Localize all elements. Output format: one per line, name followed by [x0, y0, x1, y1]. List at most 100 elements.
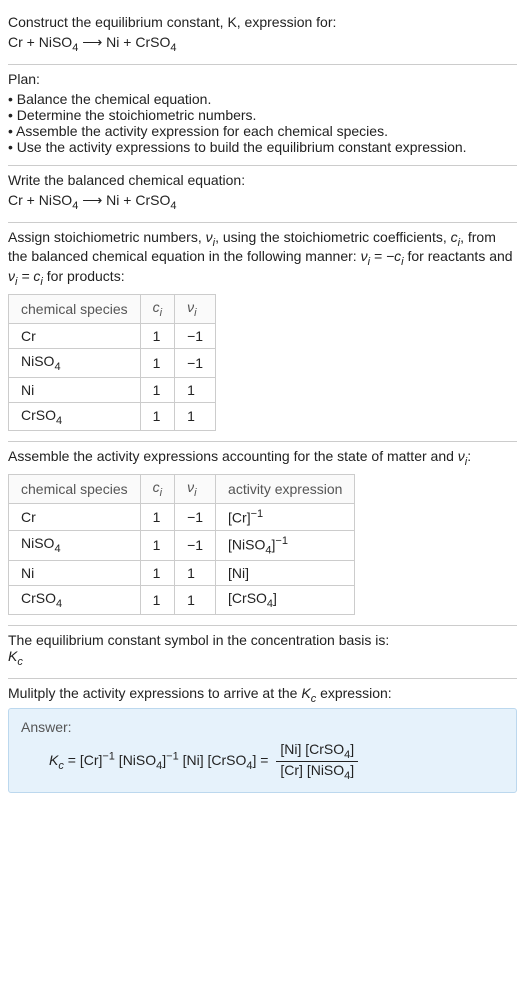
rel1: νi = −ci [361, 248, 404, 264]
cell: 1 [140, 586, 174, 615]
table-row: Ni 1 1 [Ni] [9, 561, 355, 586]
cell: 1 [140, 530, 174, 560]
th2ns: i [194, 487, 196, 499]
table-row: Ni11 [9, 377, 216, 402]
at1s: −1 [102, 751, 115, 763]
beq-arrow: ⟶ [82, 192, 106, 208]
numerator: [Ni] [CrSO4] [276, 741, 358, 762]
cell: 1 [140, 348, 174, 377]
intro-text: Construct the equilibrium constant, K, e… [8, 14, 336, 30]
cell: −1 [175, 503, 216, 530]
cell: [Ni] [216, 561, 355, 586]
stoich-table: chemical species ci νi Cr1−1 NiSO41−1 Ni… [8, 294, 216, 431]
as: −1 [251, 508, 264, 520]
st-a: Assign stoichiometric numbers, [8, 229, 206, 245]
cell: NiSO4 [9, 530, 141, 560]
balanced-section: Write the balanced chemical equation: Cr… [8, 166, 517, 223]
table-row: NiSO41−1 [9, 348, 216, 377]
activity-table: chemical species ci νi activity expressi… [8, 474, 355, 615]
cell: −1 [175, 530, 216, 560]
mul-b: expression: [316, 685, 391, 701]
ans-K: Kc [49, 752, 64, 768]
activity-text: Assemble the activity expressions accoun… [8, 448, 517, 468]
at2: [NiSO4] [115, 752, 166, 768]
th2n: ν [187, 479, 194, 495]
K: K [8, 648, 17, 664]
th-c: ci [140, 294, 174, 323]
cell: 1 [175, 586, 216, 615]
symbol-section: The equilibrium constant symbol in the c… [8, 626, 517, 679]
cell: CrSO4 [9, 402, 141, 431]
nu-i-2: νi [458, 448, 467, 464]
cell: 1 [175, 561, 216, 586]
multiply-section: Mulitply the activity expressions to arr… [8, 679, 517, 803]
cell: Cr [9, 503, 141, 530]
symbol-text: The equilibrium constant symbol in the c… [8, 632, 517, 648]
r2b: = c [17, 268, 40, 284]
answer-equation: Kc = [Cr]−1 [NiSO4]−1 [Ni] [CrSO4] = [Ni… [49, 741, 504, 782]
cell: Cr [9, 323, 141, 348]
th-c-txt: c [153, 299, 160, 315]
answer-label: Answer: [21, 719, 504, 735]
cell: Ni [9, 561, 141, 586]
nu-i: νi [206, 229, 215, 245]
intro-line: Construct the equilibrium constant, K, e… [8, 14, 517, 30]
st-b: , using the stoichiometric coefficients, [215, 229, 451, 245]
mul-a: Mulitply the activity expressions to arr… [8, 685, 301, 701]
plan-item: • Use the activity expressions to build … [8, 139, 517, 155]
cell: [NiSO4]−1 [216, 530, 355, 560]
cell: 1 [140, 323, 174, 348]
aeq: = [64, 752, 80, 768]
act-a: Assemble the activity expressions accoun… [8, 448, 458, 464]
stoich-section: Assign stoichiometric numbers, νi, using… [8, 223, 517, 443]
eqn-arrow: ⟶ [82, 34, 106, 50]
table-header-row: chemical species ci νi activity expressi… [9, 475, 355, 504]
c-i: ci [451, 229, 460, 245]
at3: [Ni] [CrSO4] = [179, 752, 273, 768]
sub-4a: 4 [72, 42, 78, 54]
eqn-right: Ni + CrSO [106, 34, 170, 50]
cell: [CrSO4] [216, 586, 355, 615]
nu2: ν [458, 448, 465, 464]
intro-equation: Cr + NiSO4 ⟶ Ni + CrSO4 [8, 34, 517, 54]
kc-symbol: Kc [8, 648, 517, 668]
table-row: NiSO4 1 −1 [NiSO4]−1 [9, 530, 355, 560]
st-d: for reactants and [404, 248, 513, 264]
th-species: chemical species [9, 294, 141, 323]
th-nu: νi [175, 475, 216, 504]
cell: Ni [9, 377, 141, 402]
sub-4d: 4 [170, 200, 176, 212]
at1: [Cr] [80, 752, 103, 768]
balanced-heading: Write the balanced chemical equation: [8, 172, 517, 188]
th2c: c [153, 479, 160, 495]
cell: −1 [175, 348, 216, 377]
answer-box: Answer: Kc = [Cr]−1 [NiSO4]−1 [Ni] [CrSO… [8, 708, 517, 793]
Ksub: c [17, 656, 23, 668]
sub-4b: 4 [170, 42, 176, 54]
activity-section: Assemble the activity expressions accoun… [8, 442, 517, 626]
table-header-row: chemical species ci νi [9, 294, 216, 323]
th-activity: activity expression [216, 475, 355, 504]
cell: 1 [140, 503, 174, 530]
at2s: −1 [166, 751, 179, 763]
denominator: [Cr] [NiSO4] [276, 762, 358, 782]
plan-heading: Plan: [8, 71, 517, 87]
table-row: CrSO411 [9, 402, 216, 431]
th-species: chemical species [9, 475, 141, 504]
kc2: Kc [301, 685, 316, 701]
cell: NiSO4 [9, 348, 141, 377]
nu: ν [206, 229, 213, 245]
plan-item: • Assemble the activity expression for e… [8, 123, 517, 139]
cell: [Cr]−1 [216, 503, 355, 530]
as2: −1 [275, 535, 288, 547]
c: c [451, 229, 458, 245]
table-row: Cr 1 −1 [Cr]−1 [9, 503, 355, 530]
cell: 1 [175, 402, 216, 431]
st-e: for products: [43, 268, 125, 284]
th2cs: i [160, 487, 162, 499]
aK: K [49, 752, 58, 768]
th-nu: νi [175, 294, 216, 323]
plan-item: • Determine the stoichiometric numbers. [8, 107, 517, 123]
th-nu-txt: ν [187, 299, 194, 315]
cell: CrSO4 [9, 586, 141, 615]
